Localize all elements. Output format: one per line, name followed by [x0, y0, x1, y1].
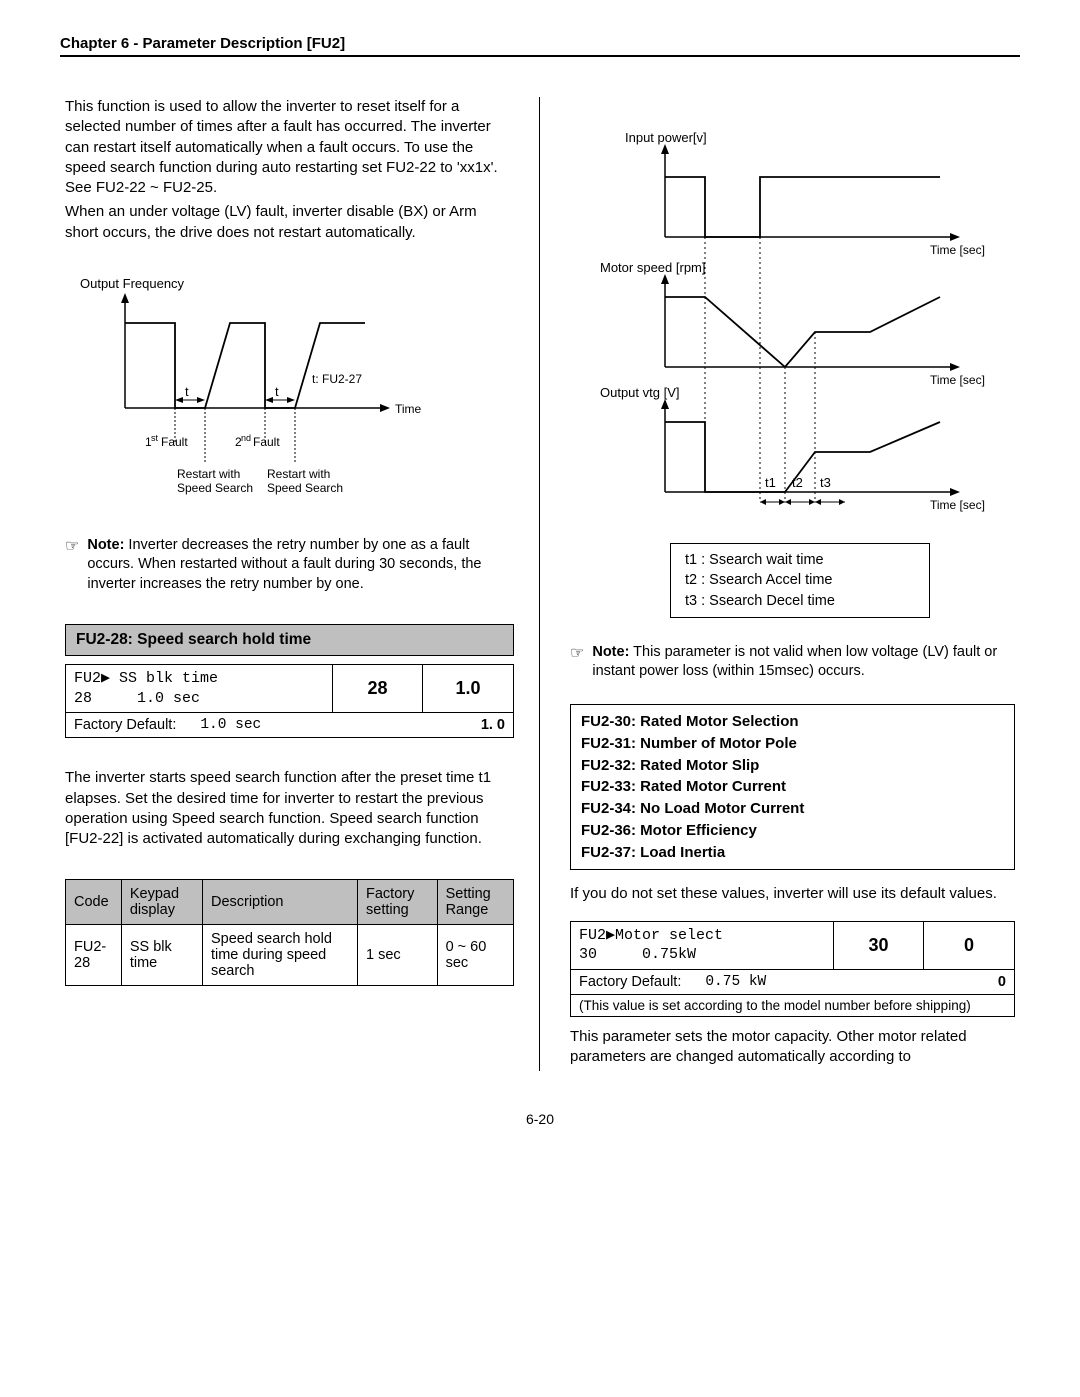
th-factory: Factory setting	[358, 880, 438, 925]
intro-paragraph-1: This function is used to allow the inver…	[65, 97, 514, 198]
svg-text:t1: t1	[765, 475, 776, 490]
group-item: FU2-37: Load Inertia	[581, 842, 1004, 864]
svg-text:Motor speed [rpm]: Motor speed [rpm]	[600, 260, 706, 275]
param30-display: FU2▶Motor select 30 0.75kW	[571, 922, 834, 969]
svg-text:t: t	[185, 384, 189, 399]
svg-text:t2: t2	[792, 475, 803, 490]
param30-description: This parameter sets the motor capacity. …	[570, 1027, 1015, 1068]
factory-default-right: 0	[998, 974, 1006, 990]
param28-number: 28	[333, 665, 423, 712]
factory-default-label: Factory Default:	[579, 974, 681, 990]
svg-text:Restart with: Restart with	[267, 467, 330, 481]
group-item: FU2-30: Rated Motor Selection	[581, 711, 1004, 733]
intro-paragraph-2: When an under voltage (LV) fault, invert…	[65, 202, 514, 243]
page-number: 6-20	[60, 1111, 1020, 1127]
left-column: This function is used to allow the inver…	[60, 97, 540, 1071]
diag1-title: Output Frequency	[80, 276, 185, 291]
svg-text:t: FU2-27: t: FU2-27	[312, 372, 362, 386]
svg-text:Time [sec]: Time [sec]	[930, 373, 985, 387]
note-1: ☞ Note: Inverter decreases the retry num…	[65, 536, 514, 595]
header-rule	[60, 55, 1020, 57]
param28-value: 1.0	[423, 665, 513, 712]
th-keypad: Keypad display	[121, 880, 202, 925]
param28-block: FU2▶ SS blk time 28 1.0 sec 28 1.0 Facto…	[65, 664, 514, 738]
svg-text:Time [sec]: Time [sec]	[930, 243, 985, 257]
factory-default-label: Factory Default:	[74, 717, 176, 733]
group-item: FU2-31: Number of Motor Pole	[581, 733, 1004, 755]
pointing-hand-icon: ☞	[65, 536, 79, 595]
svg-text:Input power[v]: Input power[v]	[625, 130, 707, 145]
table-row: FU2-28 SS blk time Speed search hold tim…	[66, 925, 514, 986]
svg-text:t3: t3	[820, 475, 831, 490]
group-item: FU2-34: No Load Motor Current	[581, 798, 1004, 820]
svg-text:Speed Search: Speed Search	[177, 481, 253, 495]
svg-text:st: st	[151, 433, 159, 443]
param28-display: FU2▶ SS blk time 28 1.0 sec	[66, 665, 333, 712]
svg-text:Restart with: Restart with	[177, 467, 240, 481]
timing-legend: t1 : Ssearch wait time t2 : Ssearch Acce…	[670, 543, 930, 618]
svg-text:nd: nd	[241, 433, 251, 443]
right-column: Input power[v] Time [sec] Motor speed [r…	[540, 97, 1020, 1071]
param28-heading: FU2-28: Speed search hold time	[65, 624, 514, 656]
th-desc: Description	[202, 880, 357, 925]
factory-default-value: 1.0 sec	[200, 717, 480, 733]
th-code: Code	[66, 880, 122, 925]
param30-block: FU2▶Motor select 30 0.75kW 30 0 Factory …	[570, 921, 1015, 1017]
svg-text:t: t	[275, 384, 279, 399]
note-2: ☞ Note: This parameter is not valid when…	[570, 643, 1015, 682]
pointing-hand-icon: ☞	[570, 643, 584, 682]
svg-text:Output vtg [V]: Output vtg [V]	[600, 385, 680, 400]
factory-default-right: 1. 0	[481, 717, 505, 733]
group-item: FU2-33: Rated Motor Current	[581, 776, 1004, 798]
param-group-box: FU2-30: Rated Motor Selection FU2-31: Nu…	[570, 704, 1015, 870]
page-header: Chapter 6 - Parameter Description [FU2]	[60, 35, 1020, 52]
group-item: FU2-32: Rated Motor Slip	[581, 755, 1004, 777]
factory-default-value: 0.75 kW	[705, 974, 998, 990]
param30-subnote: (This value is set according to the mode…	[571, 994, 1014, 1016]
param30-value: 0	[924, 922, 1014, 969]
param30-number: 30	[834, 922, 924, 969]
output-frequency-diagram: Output Frequency Time t t t: FU2-27	[65, 268, 514, 511]
group-note: If you do not set these values, inverter…	[570, 884, 1015, 904]
svg-text:Fault: Fault	[253, 435, 280, 449]
svg-text:Time: Time	[395, 402, 422, 416]
th-range: Setting Range	[437, 880, 513, 925]
svg-text:Time [sec]: Time [sec]	[930, 498, 985, 512]
param-table: Code Keypad display Description Factory …	[65, 879, 514, 986]
svg-text:Fault: Fault	[161, 435, 188, 449]
param28-description: The inverter starts speed search functio…	[65, 768, 514, 849]
svg-text:Speed Search: Speed Search	[267, 481, 343, 495]
group-item: FU2-36: Motor Efficiency	[581, 820, 1004, 842]
timing-diagram: Input power[v] Time [sec] Motor speed [r…	[570, 122, 1015, 618]
